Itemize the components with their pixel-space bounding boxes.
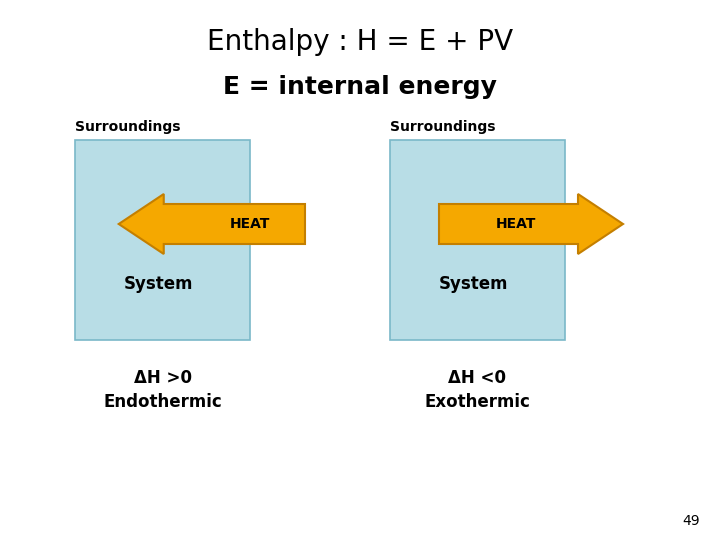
Text: E = internal energy: E = internal energy — [223, 75, 497, 99]
FancyArrow shape — [119, 194, 305, 254]
Text: System: System — [439, 275, 508, 293]
Text: ΔH <0: ΔH <0 — [449, 369, 506, 387]
FancyArrow shape — [439, 194, 623, 254]
FancyBboxPatch shape — [390, 140, 565, 340]
Text: Surroundings: Surroundings — [75, 120, 181, 134]
Text: System: System — [124, 275, 194, 293]
FancyBboxPatch shape — [75, 140, 250, 340]
Text: Surroundings: Surroundings — [390, 120, 495, 134]
Text: ΔH >0: ΔH >0 — [133, 369, 192, 387]
Text: Endothermic: Endothermic — [103, 393, 222, 411]
Text: HEAT: HEAT — [496, 217, 536, 231]
Text: Exothermic: Exothermic — [425, 393, 531, 411]
Text: HEAT: HEAT — [230, 217, 270, 231]
Text: 49: 49 — [683, 514, 700, 528]
Text: Enthalpy : H = E + PV: Enthalpy : H = E + PV — [207, 28, 513, 56]
